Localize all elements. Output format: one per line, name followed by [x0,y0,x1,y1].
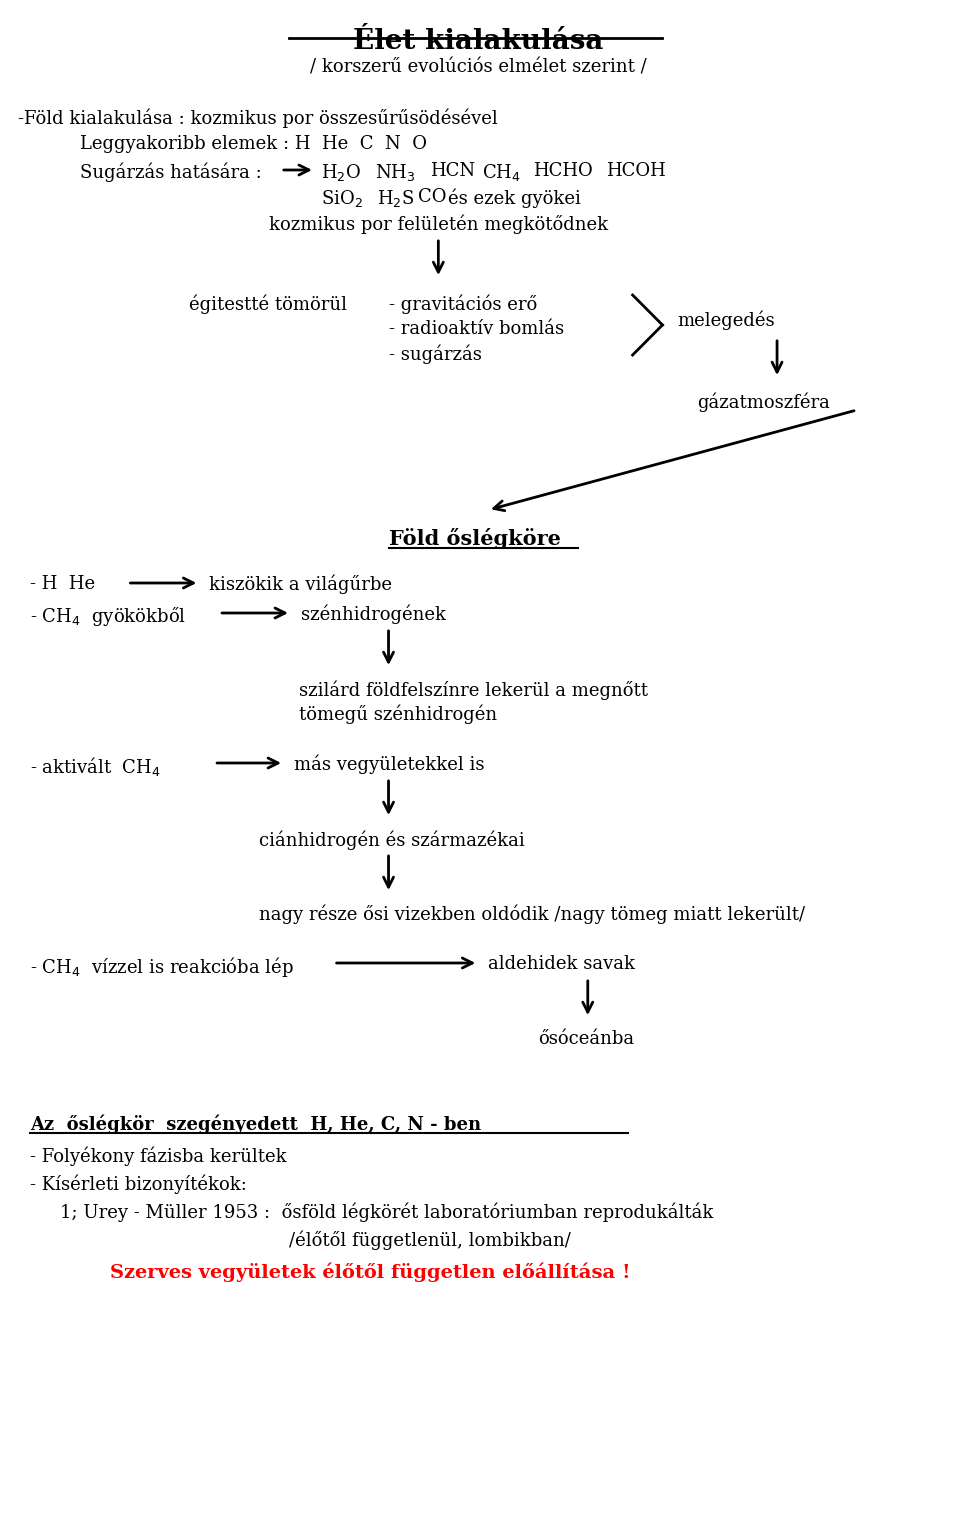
Text: - Folyékony fázisba kerültek: - Folyékony fázisba kerültek [30,1148,286,1166]
Text: szilárd földfelszínre lekerül a megnőtt: szilárd földfelszínre lekerül a megnőtt [299,681,648,699]
Text: H$_2$S: H$_2$S [376,188,414,209]
Text: tömegű szénhidrogén: tömegű szénhidrogén [299,705,497,725]
Text: Szerves vegyületek élőtől független előállítása !: Szerves vegyületek élőtől független előá… [109,1263,630,1283]
Text: - aktivált  CH$_4$: - aktivált CH$_4$ [30,755,160,778]
Text: / korszerű evolúciós elmélet szerint /: / korszerű evolúciós elmélet szerint / [310,58,647,76]
Text: H$_2$O: H$_2$O [321,162,361,183]
Text: nagy része ősi vizekben oldódik /nagy tömeg miatt lekerült/: nagy része ősi vizekben oldódik /nagy tö… [259,905,805,925]
Text: ciánhidrogén és származékai: ciánhidrogén és származékai [259,829,525,849]
Text: HCN: HCN [430,162,475,180]
Text: Élet kialakulása: Élet kialakulása [353,27,604,55]
Text: HCOH: HCOH [606,162,665,180]
Text: - sugárzás: - sugárzás [389,346,481,364]
Text: szénhidrogének: szénhidrogének [300,605,445,625]
Text: - H  He: - H He [30,575,95,593]
Text: SiO$_2$: SiO$_2$ [321,188,363,209]
Text: gázatmoszféra: gázatmoszféra [697,393,830,412]
Text: NH$_3$: NH$_3$ [374,162,415,183]
Text: - Kísérleti bizonyítékok:: - Kísérleti bizonyítékok: [30,1175,247,1195]
Text: Leggyakoribb elemek : H  He  C  N  O: Leggyakoribb elemek : H He C N O [80,135,426,153]
Text: kiszökik a világűrbe: kiszökik a világűrbe [209,575,393,594]
Text: és ezek gyökei: és ezek gyökei [448,188,581,208]
Text: melegedés: melegedés [678,311,775,330]
Text: más vegyületekkel is: más vegyületekkel is [294,755,485,775]
Text: /élőtől függetlenül, lombikban/: /élőtől függetlenül, lombikban/ [289,1229,571,1249]
Text: Föld őslégköre: Föld őslégköre [389,528,561,549]
Text: CO: CO [419,188,447,206]
Text: Sugárzás hatására :: Sugárzás hatására : [80,162,261,182]
Text: -Föld kialakulása : kozmikus por összesűrűsödésével: -Föld kialakulása : kozmikus por összesű… [18,108,497,127]
Text: CH$_4$: CH$_4$ [482,162,521,183]
Text: Az  őslégkör  szegényedett  H, He, C, N - ben: Az őslégkör szegényedett H, He, C, N - b… [30,1114,481,1134]
Text: aldehidek savak: aldehidek savak [488,955,636,973]
Text: - gravitációs erő: - gravitációs erő [389,296,537,314]
Text: kozmikus por felületén megkötődnek: kozmikus por felületén megkötődnek [269,215,608,235]
Text: ősóceánba: ősóceánba [538,1029,635,1048]
Text: HCHO: HCHO [533,162,592,180]
Text: - CH$_4$  vízzel is reakcióba lép: - CH$_4$ vízzel is reakcióba lép [30,955,294,979]
Text: - CH$_4$  gyökökből: - CH$_4$ gyökökből [30,605,186,628]
Text: - radioaktív bomlás: - radioaktív bomlás [389,320,564,338]
Text: 1; Urey - Müller 1953 :  ősföld légkörét laboratóriumban reprodukálták: 1; Urey - Müller 1953 : ősföld légkörét … [60,1204,713,1222]
Text: égitestté tömörül: égitestté tömörül [189,296,348,314]
